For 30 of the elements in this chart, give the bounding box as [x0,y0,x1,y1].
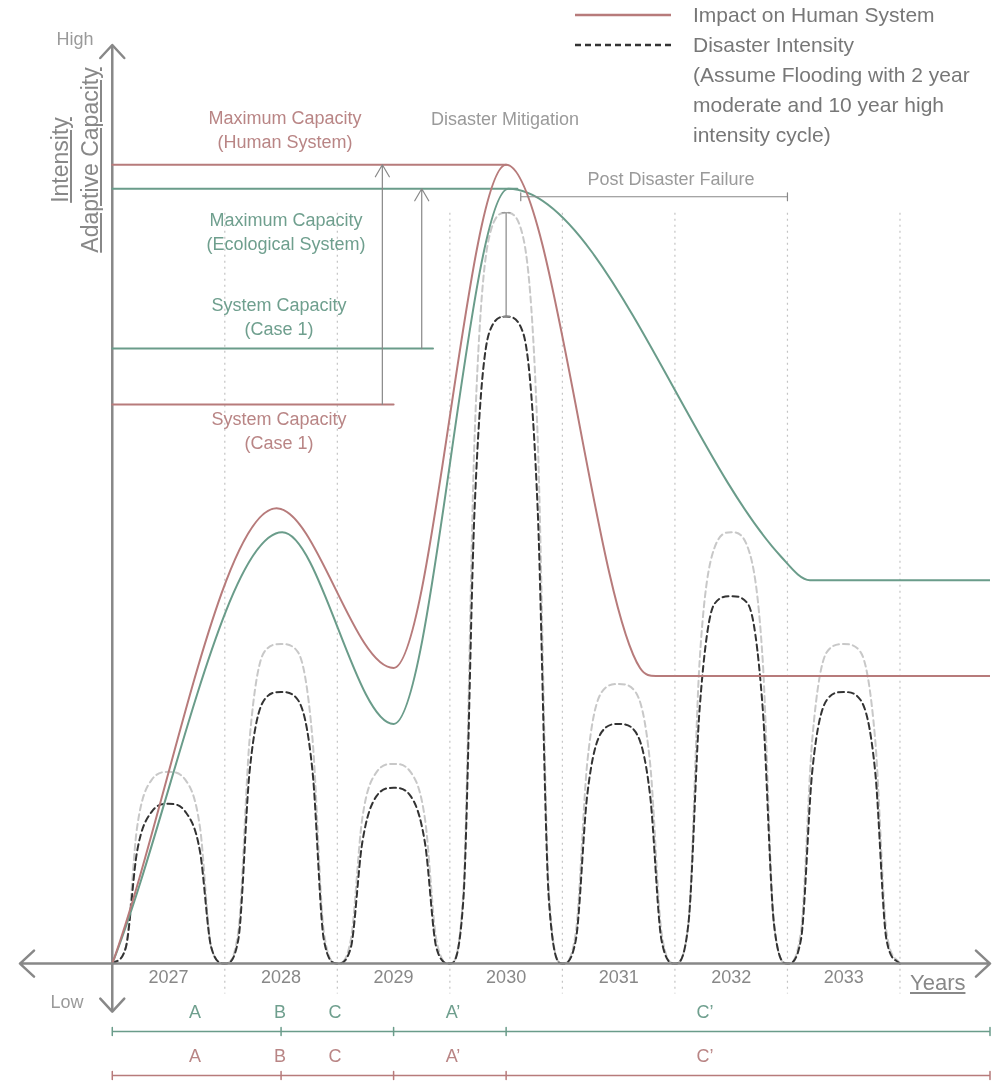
x-axis-title: Years [910,969,966,996]
text: A [188,1045,202,1066]
text: C [328,1045,342,1066]
legend-label: Impact on Human System [693,2,935,28]
text: C [328,1001,342,1022]
annotation: Post Disaster Failure [587,168,755,189]
x-tick-label: 2027 [148,967,189,988]
text: C’ [696,1001,714,1022]
y-axis-title: Intensity Adaptive Capacity [47,67,103,253]
text: Maximum Capacity (Human System) [208,107,362,152]
x-tick-label: 2033 [823,967,864,988]
annotation: Maximum Capacity (Ecological System) [206,209,366,254]
text: B [273,1045,287,1066]
x-tick-label: 2028 [261,967,302,988]
text: (Assume Flooding with 2 year moderate and 10 year high intensity cycle) [693,62,971,148]
legend-label: Disaster Intensity [693,32,855,58]
annotation: System Capacity (Case 1) [211,408,347,453]
text: Low [50,991,85,1012]
text: C’ [696,1045,714,1066]
text: A’ [445,1001,461,1022]
text: A’ [445,1045,461,1066]
text: High [56,28,94,49]
x-tick-label: 2030 [486,967,527,988]
text: Disaster Mitigation [430,108,580,129]
text: B [273,1001,287,1022]
x-tick-label: 2029 [373,967,414,988]
annotation: System Capacity (Case 1) [211,294,347,339]
x-tick-label: 2032 [711,967,752,988]
x-tick-label: 2031 [598,967,639,988]
text: A [188,1001,202,1022]
